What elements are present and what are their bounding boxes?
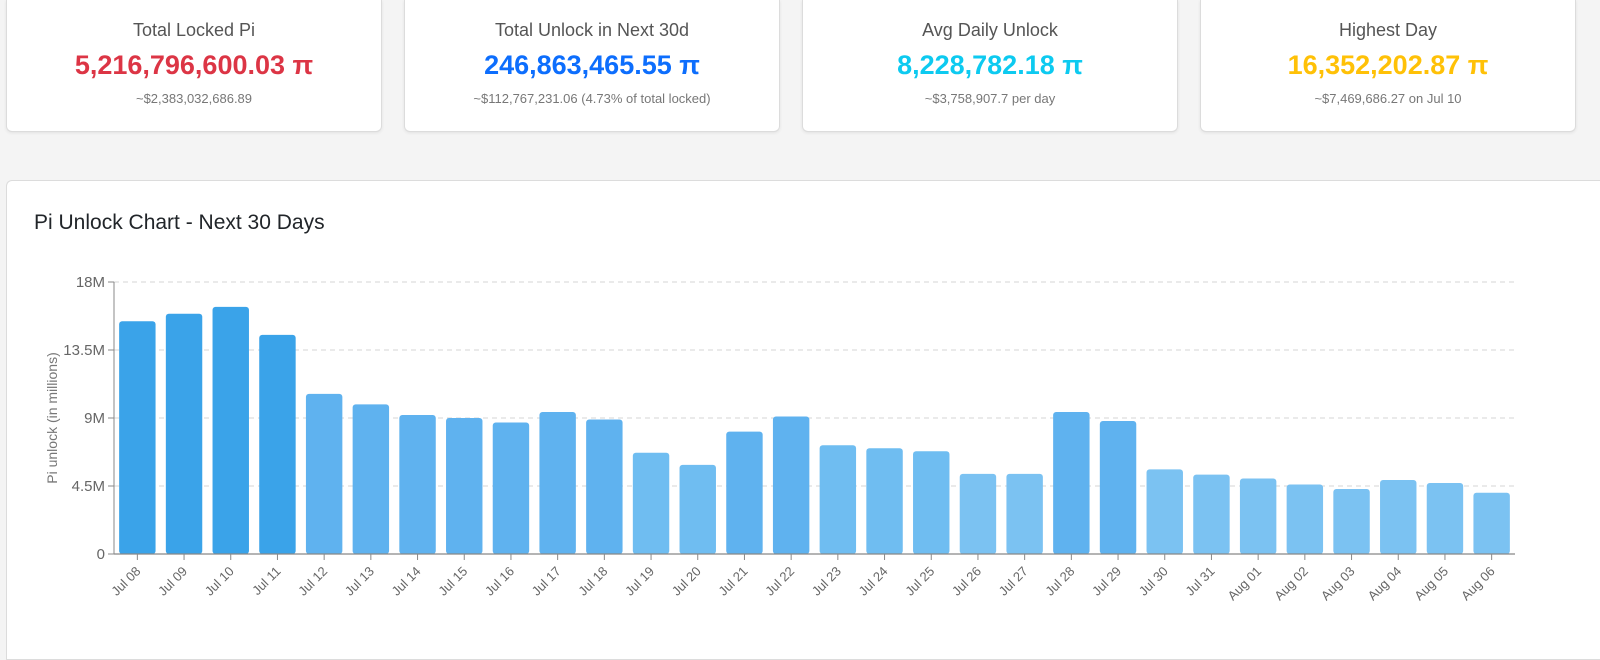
x-tick-label: Jul 30 <box>1136 564 1171 599</box>
x-tick-label: Jul 22 <box>762 564 797 599</box>
y-tick-label: 0 <box>97 546 105 563</box>
bar-jul-28 <box>1053 411 1090 554</box>
bar-jul-25 <box>913 451 950 554</box>
bar-jul-26 <box>959 473 997 554</box>
x-tick-label: Jul 16 <box>482 564 517 599</box>
x-tick-label: Jul 31 <box>1182 564 1217 599</box>
x-tick-label: Jul 09 <box>155 564 190 599</box>
bar-jul-29 <box>1099 421 1137 554</box>
stat-subtext: ~$2,383,032,686.89 <box>135 91 253 106</box>
x-tick-label: Jul 12 <box>295 564 330 599</box>
bar-aug-01 <box>1239 478 1277 554</box>
x-tick-label: Jul 13 <box>342 564 377 599</box>
stat-label: Total Locked Pi <box>132 20 256 40</box>
x-tick-label: Jul 10 <box>202 564 237 599</box>
x-tick-label: Jul 20 <box>669 564 704 599</box>
stat-card-total-locked: Total Locked Pi 5,216,796,600.03 π ~$2,3… <box>6 0 382 132</box>
x-tick-label: Jul 26 <box>949 564 984 599</box>
bar-jul-17 <box>539 411 576 554</box>
x-tick-label: Jul 08 <box>108 564 143 599</box>
bar-jul-14 <box>399 414 436 554</box>
stat-label: Avg Daily Unlock <box>922 20 1058 40</box>
stat-value: 16,352,202.87 π <box>1287 50 1489 80</box>
x-tick-label: Aug 05 <box>1411 564 1451 604</box>
x-tick-label: Aug 04 <box>1365 564 1405 604</box>
stat-subtext: ~$7,469,686.27 on Jul 10 <box>1314 91 1462 106</box>
y-tick-label: 4.5M <box>72 478 105 495</box>
x-tick-label: Jul 19 <box>622 564 657 599</box>
stat-value: 5,216,796,600.03 π <box>74 50 314 80</box>
x-tick-label: Jul 17 <box>529 564 564 599</box>
y-tick-label: 13.5M <box>63 342 105 359</box>
bar-jul-10 <box>212 306 249 554</box>
x-tick-label: Jul 23 <box>809 564 844 599</box>
bar-jul-24 <box>866 448 903 554</box>
bar-jul-21 <box>726 431 763 554</box>
stat-subtext: ~$3,758,907.7 per day <box>924 91 1056 106</box>
x-tick-label: Jul 15 <box>435 564 470 599</box>
bar-jul-08 <box>119 321 156 554</box>
stat-subtext: ~$112,767,231.06 (4.73% of total locked) <box>473 91 711 106</box>
bar-jul-30 <box>1146 469 1183 554</box>
x-tick-label: Aug 01 <box>1225 564 1265 604</box>
stat-label: Highest Day <box>1338 20 1438 40</box>
y-axis-label: Pi unlock (in millions) <box>44 352 60 483</box>
x-tick-label: Aug 02 <box>1271 564 1311 604</box>
bar-jul-16 <box>492 422 530 554</box>
bar-aug-02 <box>1286 484 1324 554</box>
x-tick-label: Jul 21 <box>715 564 750 599</box>
stat-card-avg-daily: Avg Daily Unlock 8,228,782.18 π ~$3,758,… <box>802 0 1178 132</box>
x-tick-label: Jul 11 <box>249 564 283 598</box>
bar-jul-27 <box>1006 473 1043 554</box>
stat-value: 8,228,782.18 π <box>897 50 1083 80</box>
bar-jul-23 <box>819 445 857 554</box>
x-tick-label: Jul 18 <box>575 564 610 599</box>
bar-jul-09 <box>165 313 203 554</box>
bar-jul-13 <box>352 404 390 554</box>
stat-value: 246,863,465.55 π <box>484 50 700 80</box>
bar-jul-31 <box>1193 474 1230 554</box>
stat-card-highest-day: Highest Day 16,352,202.87 π ~$7,469,686.… <box>1200 0 1576 132</box>
chart-panel: Pi Unlock Chart - Next 30 Days 0 4.5M 9M 13… <box>6 180 1600 660</box>
bar-aug-03 <box>1333 489 1370 554</box>
x-tick-label: Jul 24 <box>856 564 891 599</box>
stat-label: Total Unlock in Next 30d <box>494 20 690 40</box>
y-tick-label: 18M <box>76 274 105 291</box>
bar-aug-05 <box>1426 482 1464 554</box>
y-tick-label: 9M <box>84 410 105 427</box>
bar-jul-20 <box>679 464 716 554</box>
bar-jul-15 <box>446 418 483 554</box>
x-tick-label: Jul 27 <box>996 564 1031 599</box>
chart-title: Pi Unlock Chart - Next 30 Days <box>34 211 325 234</box>
x-tick-label: Jul 25 <box>902 564 937 599</box>
x-tick-label: Aug 06 <box>1458 564 1498 604</box>
bar-jul-18 <box>586 419 623 554</box>
x-tick-label: Jul 29 <box>1089 564 1124 599</box>
x-tick-label: Jul 28 <box>1042 564 1077 599</box>
bar-jul-22 <box>772 416 810 554</box>
x-tick-label: Jul 14 <box>389 564 424 599</box>
bar-aug-04 <box>1380 479 1417 554</box>
stat-card-unlock-30d: Total Unlock in Next 30d 246,863,465.55 … <box>404 0 780 132</box>
bar-jul-11 <box>259 334 296 554</box>
bar-jul-19 <box>632 452 670 554</box>
bar-jul-12 <box>305 393 343 554</box>
unlock-bar-chart: 0 4.5M 9M 13.5M 18M Pi unlock (in millions) Ju… <box>44 274 1515 604</box>
x-tick-label: Aug 03 <box>1318 564 1358 604</box>
bar-aug-06 <box>1473 492 1510 554</box>
